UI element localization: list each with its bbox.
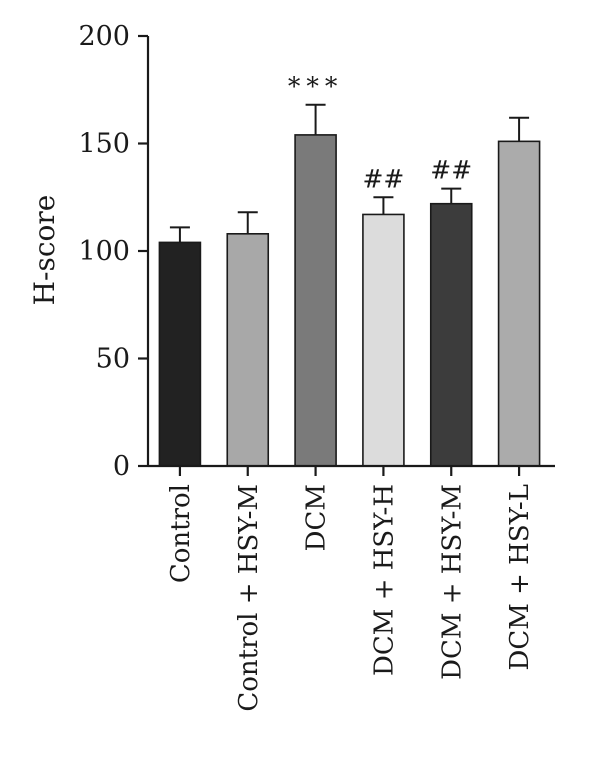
x-tick-label: DCM + HSY-M <box>437 484 467 680</box>
bar <box>362 213 405 467</box>
x-tick-label: Control <box>166 484 196 583</box>
x-tick-label: Control + HSY-M <box>234 484 264 712</box>
x-axis: Control Control + HSY-M DCM DCM + HSY-H DCM … <box>166 466 535 712</box>
significance-annotation: ## <box>362 164 404 193</box>
y-tick-label: 150 <box>78 129 130 160</box>
y-tick-label: 100 <box>78 236 130 267</box>
x-tick-label: DCM <box>302 484 332 551</box>
y-tick-label: 200 <box>78 21 130 52</box>
y-axis: 0 50 100 150 200 <box>78 21 148 482</box>
x-tick-label: DCM + HSY-H <box>369 484 399 676</box>
y-tick-label: 0 <box>113 451 130 482</box>
significance-annotation: ## <box>430 156 472 185</box>
bar <box>429 202 473 467</box>
bar <box>497 140 541 467</box>
bar <box>226 233 270 467</box>
x-tick-label: DCM + HSY-L <box>505 484 535 671</box>
bar <box>158 241 202 467</box>
y-axis-label: H-score <box>28 195 61 306</box>
y-tick-label: 50 <box>96 344 130 375</box>
significance-annotation: *** <box>288 72 344 101</box>
bars-group: *** ## ## <box>158 72 541 467</box>
bar <box>294 134 337 467</box>
